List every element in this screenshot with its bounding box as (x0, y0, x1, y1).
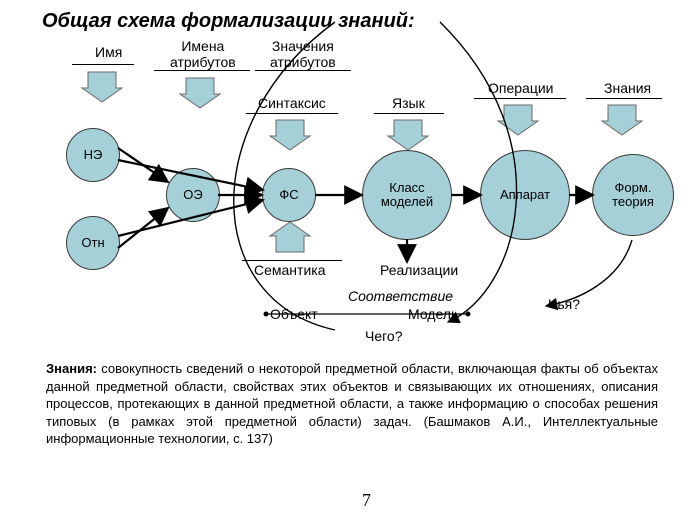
label-imena: Имена атрибутов (170, 38, 236, 70)
block-arrow (180, 78, 220, 108)
underline-oper (474, 98, 566, 99)
block-arrow (602, 105, 642, 135)
underline-yazyk (374, 113, 444, 114)
label-znach: Значения атрибутов (270, 38, 336, 70)
label-imya: Имя (95, 44, 122, 60)
underline-znach (255, 70, 351, 71)
node-oe: ОЭ (166, 168, 220, 222)
node-apparat: Аппарат (480, 150, 570, 240)
label-oper: Операции (488, 80, 554, 96)
definition-body: совокупность сведений о некоторой предме… (46, 361, 658, 446)
label-real: Реализации (380, 262, 458, 278)
node-otn: Отн (66, 216, 120, 270)
arrow-ne-oe (118, 148, 168, 182)
node-fs: ФС (262, 168, 316, 222)
node-form: Форм. теория (592, 154, 674, 236)
underline-znan (586, 98, 662, 99)
label-model: Модель (408, 306, 458, 322)
underline-sema (242, 260, 342, 261)
block-arrow (498, 105, 538, 135)
label-chya: Чья? (548, 296, 580, 312)
node-ne: НЭ (66, 128, 120, 182)
label-sint: Синтаксис (258, 95, 326, 111)
label-znan: Знания (604, 80, 651, 96)
endpoint-dot (264, 312, 269, 317)
underline-imena (154, 70, 250, 71)
node-class: Класс моделей (362, 150, 452, 240)
definition-lead: Знания: (46, 361, 97, 376)
block-arrow (270, 120, 310, 150)
definition-text: Знания: совокупность сведений о некоторо… (46, 360, 658, 448)
label-chego: Чего? (365, 328, 403, 344)
underline-imya (72, 64, 134, 65)
block-arrow (270, 222, 310, 252)
endpoint-dot (466, 312, 471, 317)
block-arrow (388, 120, 428, 150)
underline-sint (246, 113, 338, 114)
label-sema: Семантика (254, 262, 326, 278)
label-obj: Объект (270, 306, 318, 322)
page-title: Общая схема формализации знаний: (42, 10, 415, 33)
arrow-otn-oe (118, 208, 168, 248)
label-yazyk: Язык (392, 95, 425, 111)
page-number: 7 (362, 490, 371, 511)
block-arrow (82, 72, 122, 102)
label-soot: Соответствие (348, 288, 453, 304)
